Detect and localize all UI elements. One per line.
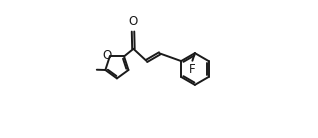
Text: F: F — [189, 63, 196, 76]
Text: O: O — [128, 15, 138, 28]
Text: O: O — [102, 49, 111, 62]
